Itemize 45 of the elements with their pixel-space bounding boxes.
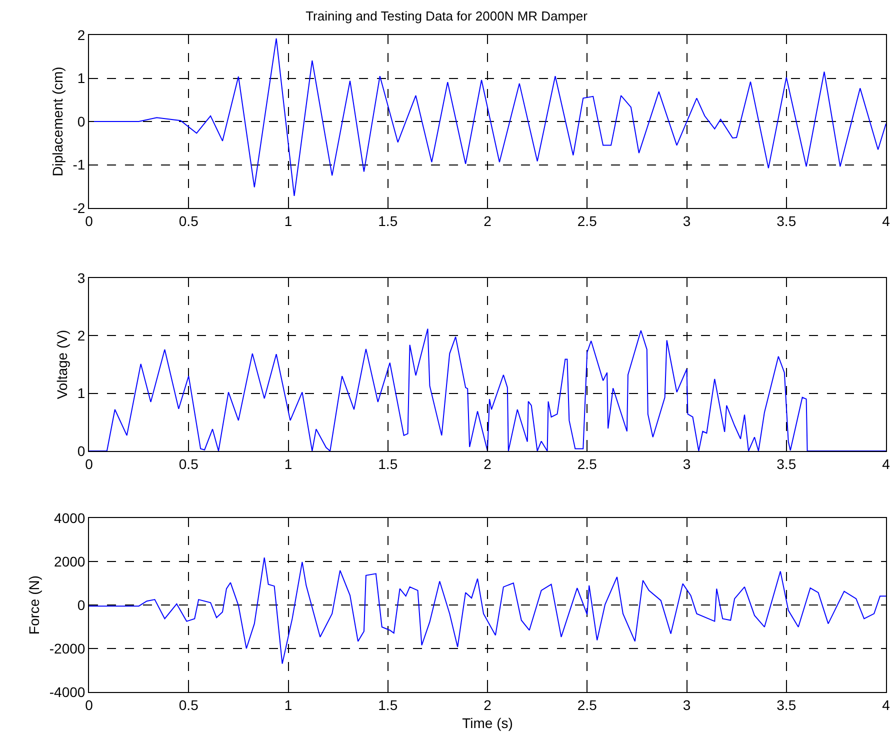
x-tick-label: 3.5 — [776, 212, 796, 229]
x-tick-label: 0.5 — [178, 456, 199, 472]
x-tick-label: 2 — [484, 696, 492, 713]
x-axis-title: Time (s) — [462, 715, 513, 732]
x-tick-label: 2.5 — [577, 456, 598, 472]
x-tick-label: 3.5 — [776, 696, 796, 713]
x-tick-label: 0.5 — [178, 212, 199, 229]
x-tick-label: 3 — [682, 696, 691, 713]
y-tick-label: 3 — [77, 270, 86, 286]
y-axis-title: Force (N) — [26, 575, 42, 635]
y-tick-label: 4000 — [54, 510, 86, 526]
x-tick-label: 0.5 — [178, 696, 199, 713]
x-tick-label: 1.5 — [378, 456, 398, 472]
y-tick-label: 2000 — [54, 553, 86, 570]
x-tick-label: 2.5 — [577, 696, 598, 713]
x-tick-label: 2 — [484, 212, 492, 229]
x-tick-label: 1.5 — [378, 212, 398, 229]
x-tick-label: 2.5 — [577, 212, 598, 229]
y-tick-label: 0 — [77, 442, 86, 459]
x-tick-label: 1 — [284, 212, 292, 229]
y-tick-label: 1 — [77, 385, 86, 402]
x-tick-label: 1 — [284, 696, 292, 713]
x-tick-label: 4 — [882, 212, 890, 229]
x-tick-label: 1 — [284, 456, 292, 472]
y-tick-label: 0 — [77, 113, 86, 130]
y-axis-title: Diplacement (cm) — [49, 66, 66, 176]
y-tick-label: 1 — [77, 70, 86, 86]
y-tick-label: -2000 — [49, 640, 86, 656]
line-series — [89, 557, 886, 664]
x-tick-label: 2 — [484, 456, 492, 472]
y-tick-label: -4000 — [49, 684, 86, 700]
x-tick-label: 1.5 — [378, 696, 398, 713]
y-tick-label: -2 — [72, 200, 86, 216]
chart-title: Training and Testing Data for 2000N MR Damper — [306, 8, 588, 24]
x-tick-label: 4 — [882, 456, 890, 472]
x-tick-label: 3 — [682, 212, 691, 229]
y-tick-label: 2 — [77, 26, 86, 43]
y-axis-title: Voltage (V) — [54, 330, 70, 400]
y-tick-label: -1 — [72, 156, 86, 173]
y-tick-label: 0 — [77, 596, 86, 613]
x-tick-label: 4 — [882, 696, 890, 713]
line-series — [89, 328, 886, 451]
x-tick-label: 3 — [682, 456, 691, 472]
y-tick-label: 2 — [77, 328, 86, 344]
x-tick-label: 3.5 — [776, 456, 796, 472]
